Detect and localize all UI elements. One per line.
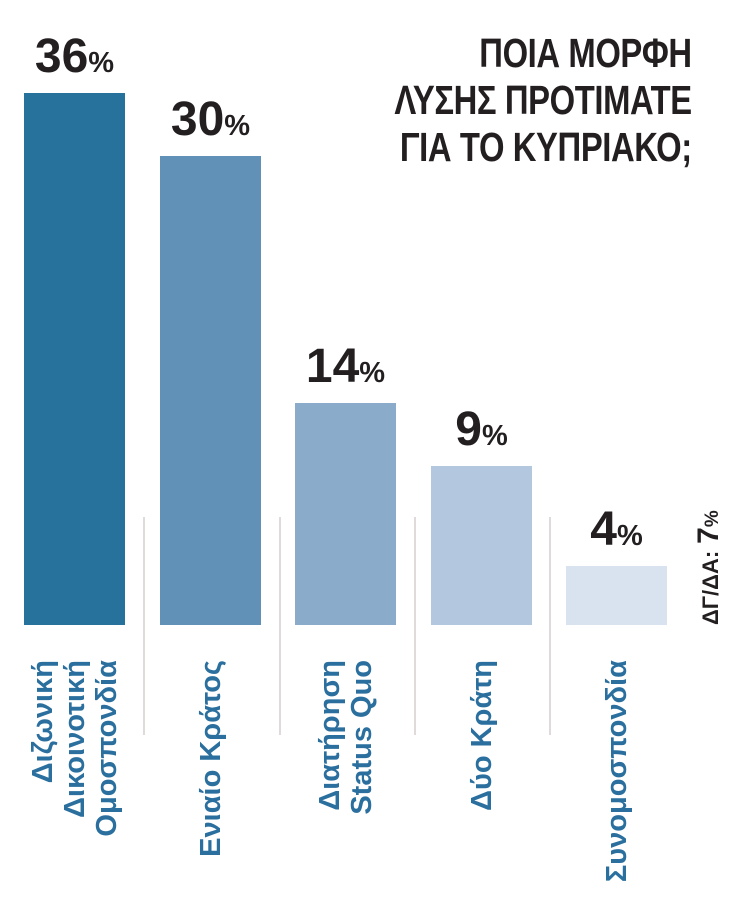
category-label-5: Συνομοσπονδία (601, 660, 633, 882)
column-separator-1 (143, 517, 145, 735)
column-separator-3 (414, 517, 416, 735)
value-label-2: 30% (171, 96, 250, 144)
value-number: 9 (455, 403, 482, 456)
bar-2 (160, 156, 261, 625)
chart-title: ΠΟΙΑ ΜΟΡΦΗ ΛΥΣΗΣ ΠΡΟΤΙΜΑΤΕ ΓΙΑ ΤΟ ΚΥΠΡΙΑ… (394, 30, 693, 171)
category-label-1: Διζωνική Δικοινοτική Ομοσπονδία (27, 660, 123, 837)
chart-title-line-2: ΛΥΣΗΣ ΠΡΟΤΙΜΑΤΕ (394, 77, 693, 123)
value-number: 36 (34, 30, 89, 83)
category-label-line: Δύο Κράτη (465, 660, 498, 811)
value-label-3: 14% (306, 343, 385, 391)
value-label-4: 9% (455, 406, 508, 454)
bar-4 (431, 466, 532, 625)
percent-sign: % (88, 47, 115, 79)
value-label-1: 36% (35, 33, 114, 81)
category-label-line: Ομοσπονδία (90, 660, 123, 837)
column-separator-4 (549, 517, 551, 735)
column-separator-2 (279, 517, 281, 735)
percent-sign: % (359, 357, 386, 389)
percent-sign: % (224, 110, 251, 142)
bar-5 (566, 566, 667, 625)
dk-da-value: 7 (692, 527, 725, 544)
category-label-line: Status Quo (345, 660, 378, 815)
percent-sign: % (616, 520, 643, 552)
category-label-line: Συνομοσπονδία (600, 660, 633, 883)
bar-1 (24, 93, 125, 625)
category-label-3: Διατήρηση Status Quo (314, 660, 378, 815)
category-label-line: Διζωνική (26, 660, 59, 784)
category-label-line: Ενιαίο Κράτος (194, 660, 227, 857)
value-label-5: 4% (590, 506, 643, 554)
dk-da-unit: % (702, 510, 723, 528)
category-label-line: Διατήρηση (313, 660, 346, 811)
chart-title-line-3: ΓΙΑ ΤΟ ΚΥΠΡΙΑΚΟ; (400, 124, 692, 170)
bar-3 (295, 403, 396, 625)
percent-sign: % (481, 420, 508, 452)
value-number: 14 (305, 340, 360, 393)
dk-da-label: ΔΓ/ΔΑ: (698, 550, 723, 625)
value-number: 30 (170, 93, 225, 146)
dk-da-annotation: ΔΓ/ΔΑ: 7% (692, 510, 725, 625)
category-label-4: Δύο Κράτη (466, 660, 498, 811)
category-label-2: Ενιαίο Κράτος (195, 660, 227, 857)
category-label-line: Δικοινοτική (58, 660, 91, 818)
value-number: 4 (590, 503, 617, 556)
chart-title-line-1: ΠΟΙΑ ΜΟΡΦΗ (479, 30, 693, 76)
